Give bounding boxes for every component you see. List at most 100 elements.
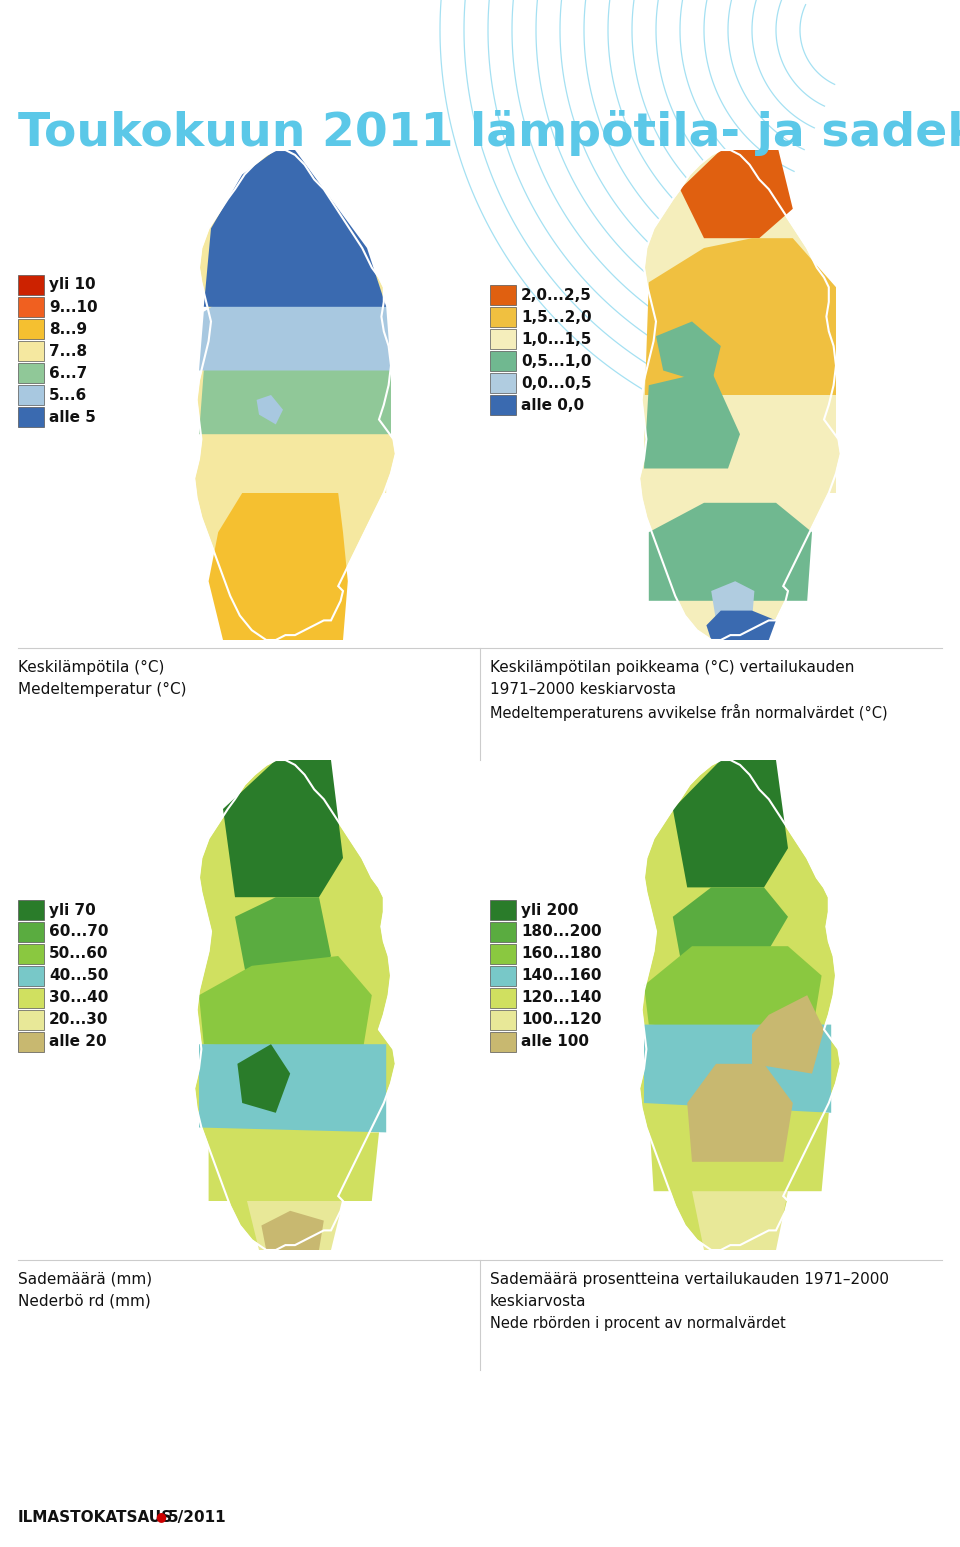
Bar <box>18 385 44 405</box>
Polygon shape <box>261 1211 324 1250</box>
Polygon shape <box>194 760 396 1250</box>
Polygon shape <box>692 170 728 209</box>
Polygon shape <box>644 394 836 493</box>
Text: 40...50: 40...50 <box>49 968 108 984</box>
Text: ILMASTOKATSAUS: ILMASTOKATSAUS <box>18 1510 173 1525</box>
Polygon shape <box>644 947 822 1035</box>
Text: 140...160: 140...160 <box>521 968 602 984</box>
Polygon shape <box>259 552 341 640</box>
Bar <box>18 275 44 295</box>
Bar <box>490 373 516 393</box>
Polygon shape <box>649 503 812 600</box>
Text: 60...70: 60...70 <box>49 925 108 939</box>
Polygon shape <box>687 1064 793 1162</box>
Polygon shape <box>208 464 348 640</box>
Text: 0,5...1,0: 0,5...1,0 <box>521 354 591 368</box>
Text: Sademäärä (mm): Sademäärä (mm) <box>18 1272 152 1287</box>
Bar <box>18 944 44 964</box>
Bar <box>18 407 44 427</box>
Polygon shape <box>656 322 721 385</box>
Polygon shape <box>223 760 343 897</box>
Bar <box>490 394 516 415</box>
Bar <box>490 1010 516 1030</box>
Text: 30...40: 30...40 <box>49 990 108 1006</box>
Text: yli 70: yli 70 <box>49 902 96 917</box>
Bar <box>18 319 44 339</box>
Text: yli 200: yli 200 <box>521 902 579 917</box>
Bar <box>18 989 44 1009</box>
Polygon shape <box>639 760 841 1250</box>
Text: Toukokuun 2011 lämpötila- ja sadekartat: Toukokuun 2011 lämpötila- ja sadekartat <box>18 110 960 156</box>
Text: 5...6: 5...6 <box>49 387 87 402</box>
Text: 6...7: 6...7 <box>49 365 87 381</box>
Polygon shape <box>204 394 386 493</box>
Text: Nede rbörden i procent av normalvärdet: Nede rbörden i procent av normalvärdet <box>490 1316 785 1330</box>
Text: 1971–2000 keskiarvosta: 1971–2000 keskiarvosta <box>490 682 676 698</box>
Bar <box>18 965 44 985</box>
Text: Medeltemperaturens avvikelse från normalvärdet (°C): Medeltemperaturens avvikelse från normal… <box>490 704 888 721</box>
Polygon shape <box>673 760 788 888</box>
Text: 8...9: 8...9 <box>49 322 87 337</box>
Text: 1,5...2,0: 1,5...2,0 <box>521 309 591 325</box>
Text: alle 5: alle 5 <box>49 410 96 424</box>
Text: 5/2011: 5/2011 <box>168 1510 227 1525</box>
Polygon shape <box>649 1112 828 1191</box>
Polygon shape <box>256 394 283 424</box>
Bar <box>18 1032 44 1052</box>
Polygon shape <box>204 150 386 306</box>
Polygon shape <box>194 150 396 640</box>
Bar <box>18 364 44 384</box>
Text: alle 20: alle 20 <box>49 1035 107 1049</box>
Bar <box>18 340 44 360</box>
Text: Keskilämpötila (°C): Keskilämpötila (°C) <box>18 661 164 674</box>
Polygon shape <box>247 1200 343 1250</box>
Polygon shape <box>223 512 343 640</box>
Text: 180...200: 180...200 <box>521 925 602 939</box>
Polygon shape <box>644 1024 831 1112</box>
Bar <box>18 297 44 317</box>
Polygon shape <box>644 370 740 469</box>
Bar <box>490 1032 516 1052</box>
Polygon shape <box>199 336 391 435</box>
Polygon shape <box>692 1191 788 1250</box>
Text: 1,0...1,5: 1,0...1,5 <box>521 331 591 347</box>
Bar <box>490 330 516 350</box>
Polygon shape <box>788 272 836 370</box>
Text: Medeltemperatur (°C): Medeltemperatur (°C) <box>18 682 186 698</box>
Text: ●: ● <box>155 1510 166 1522</box>
Polygon shape <box>673 888 788 965</box>
Polygon shape <box>235 897 331 995</box>
Text: alle 100: alle 100 <box>521 1035 589 1049</box>
Bar <box>490 989 516 1009</box>
Text: Keskilämpötilan poikkeama (°C) vertailukauden: Keskilämpötilan poikkeama (°C) vertailuk… <box>490 661 854 674</box>
Bar <box>490 965 516 985</box>
Bar <box>18 922 44 942</box>
Bar <box>490 922 516 942</box>
Polygon shape <box>199 268 391 370</box>
Polygon shape <box>639 150 841 640</box>
Polygon shape <box>237 1044 290 1112</box>
Bar <box>490 944 516 964</box>
Text: 2,0...2,5: 2,0...2,5 <box>521 288 592 303</box>
Text: 7...8: 7...8 <box>49 343 87 359</box>
Bar <box>18 1010 44 1030</box>
Text: alle 0,0: alle 0,0 <box>521 398 584 413</box>
Polygon shape <box>208 1132 379 1200</box>
Polygon shape <box>752 995 824 1074</box>
Text: 120...140: 120...140 <box>521 990 602 1006</box>
Text: 20...30: 20...30 <box>49 1012 108 1027</box>
Text: Nederbö rd (mm): Nederbö rd (mm) <box>18 1293 151 1309</box>
Text: 0,0...0,5: 0,0...0,5 <box>521 376 591 390</box>
Polygon shape <box>707 611 776 640</box>
Polygon shape <box>680 150 793 238</box>
Bar <box>490 285 516 305</box>
Text: Sademäärä prosentteina vertailukauden 1971–2000: Sademäärä prosentteina vertailukauden 19… <box>490 1272 889 1287</box>
Polygon shape <box>199 1044 386 1132</box>
Bar <box>490 351 516 371</box>
Bar <box>18 900 44 920</box>
Text: keskiarvosta: keskiarvosta <box>490 1293 587 1309</box>
Text: yli 10: yli 10 <box>49 277 96 292</box>
Polygon shape <box>199 956 372 1054</box>
Text: 50...60: 50...60 <box>49 947 108 962</box>
Polygon shape <box>644 238 836 419</box>
